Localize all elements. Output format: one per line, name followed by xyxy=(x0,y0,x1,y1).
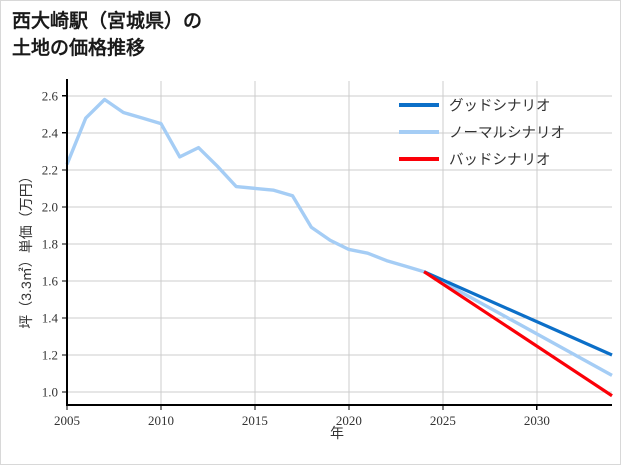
y-tick-label: 2.2 xyxy=(42,162,58,177)
y-tick-label: 1.6 xyxy=(42,273,59,288)
axes xyxy=(62,79,612,410)
y-tick-labels: 1.0 1.2 1.4 1.6 1.8 2.0 2.2 2.4 2.6 xyxy=(42,88,59,399)
y-tick-label: 2.4 xyxy=(42,125,59,140)
x-axis-title: 年 xyxy=(330,425,344,441)
y-tick-label: 1.0 xyxy=(42,385,58,400)
y-tick-label: 1.2 xyxy=(42,348,58,363)
x-tick-label: 2015 xyxy=(242,413,268,428)
y-axis-title: 坪（3.3㎡）単価（万円） xyxy=(18,169,34,328)
page-title: 西大崎駅（宮城県）の 土地の価格推移 xyxy=(12,11,203,59)
x-tick-label: 2005 xyxy=(54,413,80,428)
series-line-normal xyxy=(65,97,613,377)
legend-label-1: ノーマルシナリオ xyxy=(449,126,565,142)
legend-label-2: バッドシナリオ xyxy=(449,153,551,169)
series-line-good xyxy=(423,270,613,357)
series-group xyxy=(65,97,613,398)
y-tick-label: 2.6 xyxy=(42,88,59,103)
x-tick-labels: 2005 2010 2015 2020 2025 2030 xyxy=(54,413,550,428)
series-line-bad xyxy=(423,270,613,398)
y-tick-label: 2.0 xyxy=(42,199,58,214)
x-tick-label: 2025 xyxy=(430,413,456,428)
legend-label-0: グッドシナリオ xyxy=(449,98,551,115)
y-tick-label: 1.4 xyxy=(42,310,59,325)
x-tick-label: 2010 xyxy=(148,413,174,428)
y-tick-label: 1.8 xyxy=(42,236,58,251)
x-tick-label: 2030 xyxy=(524,413,550,428)
x-tick-label: 2020 xyxy=(336,413,362,428)
